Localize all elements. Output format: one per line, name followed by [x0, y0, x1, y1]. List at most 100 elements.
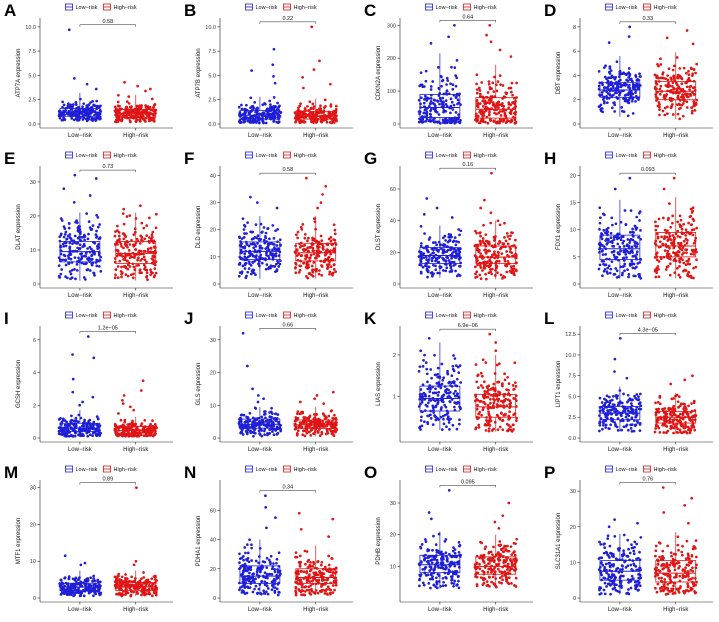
data-point — [598, 81, 602, 85]
data-point — [620, 235, 624, 238]
data-point — [62, 417, 65, 421]
data-point — [58, 276, 62, 279]
data-point — [294, 423, 297, 426]
data-point — [239, 115, 242, 118]
data-point — [320, 265, 324, 268]
data-point — [312, 261, 316, 264]
data-point — [437, 240, 441, 244]
data-point — [145, 234, 149, 237]
data-point — [611, 223, 614, 227]
x-tick-label: High−risk — [483, 447, 509, 453]
data-point — [123, 420, 127, 424]
data-point — [667, 67, 671, 71]
data-point — [628, 78, 632, 81]
data-point — [113, 276, 117, 280]
data-point — [424, 119, 428, 123]
panel-letter: B — [184, 1, 196, 20]
data-point — [431, 385, 434, 389]
data-point — [603, 268, 607, 271]
data-point — [428, 390, 432, 394]
data-point — [678, 117, 682, 121]
data-point — [134, 217, 138, 220]
outlier-point — [122, 394, 126, 397]
data-point — [504, 264, 508, 268]
data-point — [422, 256, 426, 260]
data-point — [305, 266, 309, 270]
data-point — [334, 270, 338, 274]
data-point — [143, 258, 147, 262]
y-tick-label: 7.5 — [208, 49, 216, 55]
data-point — [91, 249, 95, 253]
outlier-point — [331, 390, 335, 394]
data-point — [146, 247, 150, 251]
data-point — [78, 431, 82, 434]
data-point — [601, 274, 604, 278]
data-point — [493, 389, 497, 393]
data-point — [619, 249, 622, 252]
panel-B: B Low−risk High−risk0.02.55.07.510.0ATP7B … — [184, 1, 353, 139]
data-point — [128, 265, 132, 268]
data-point — [657, 80, 661, 83]
data-point — [451, 118, 455, 122]
data-point — [510, 231, 513, 234]
y-tick-label: 2 — [393, 353, 396, 359]
data-point — [118, 105, 121, 108]
data-point — [142, 425, 145, 429]
data-point — [79, 239, 83, 243]
outlier-point — [241, 331, 245, 335]
data-point — [144, 104, 147, 107]
data-point — [628, 96, 631, 100]
data-point — [510, 251, 514, 255]
data-point — [302, 418, 306, 421]
data-point — [450, 100, 454, 104]
data-point — [427, 394, 431, 398]
data-point — [449, 106, 453, 110]
data-point — [251, 109, 254, 112]
data-point — [479, 266, 483, 269]
data-point — [692, 241, 696, 245]
y-axis-title: DLAT expression — [16, 204, 22, 249]
data-point — [418, 397, 422, 401]
data-point — [274, 262, 278, 266]
data-point — [630, 99, 634, 103]
data-point — [459, 381, 463, 384]
data-point — [638, 75, 642, 78]
data-point — [491, 101, 495, 105]
data-point — [514, 405, 518, 408]
data-point — [80, 429, 84, 433]
outlier-point — [321, 193, 324, 196]
data-point — [429, 109, 432, 113]
legend-label-low: Low−risk — [436, 5, 458, 11]
data-point — [619, 220, 623, 224]
data-point — [152, 119, 156, 123]
data-point — [329, 249, 332, 253]
data-point — [630, 259, 634, 263]
data-point — [307, 236, 310, 240]
data-point — [419, 258, 422, 262]
data-point — [612, 245, 616, 248]
p-value-label: 0.16 — [462, 162, 473, 168]
data-point — [81, 432, 84, 436]
outlier-point — [665, 36, 669, 40]
data-point — [325, 421, 328, 424]
data-point — [481, 99, 485, 103]
data-point — [500, 252, 504, 255]
data-point — [605, 270, 609, 274]
data-point — [419, 244, 423, 248]
data-point — [475, 99, 479, 103]
legend-label-high: High−risk — [294, 5, 317, 11]
data-point — [505, 270, 509, 274]
data-point — [625, 249, 629, 253]
y-tick-label: 30 — [30, 180, 36, 186]
data-point — [147, 114, 151, 117]
data-point — [688, 215, 692, 219]
data-point — [440, 428, 444, 431]
y-tick-label: 200 — [387, 56, 396, 62]
data-point — [142, 252, 145, 256]
legend: Low−risk High−risk — [65, 151, 137, 159]
data-point — [450, 374, 454, 378]
data-point — [136, 258, 139, 262]
data-point — [422, 85, 426, 88]
